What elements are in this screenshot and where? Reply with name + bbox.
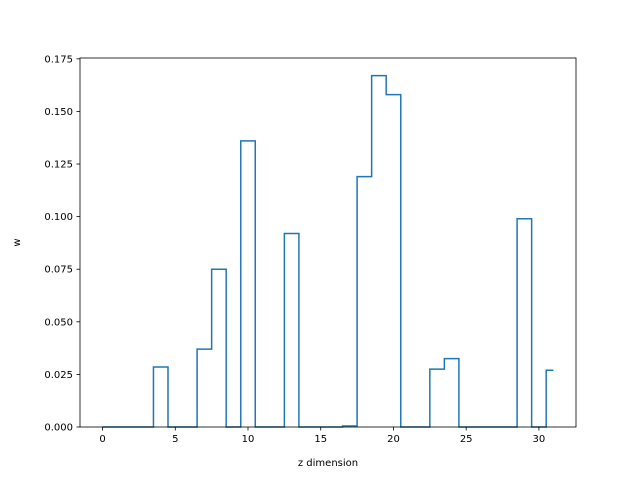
y-tick-label: 0.050 [44, 317, 73, 328]
y-tick-label: 0.175 [44, 54, 73, 65]
y-axis-ticks: 0.000 0.025 0.050 0.075 0.100 0.125 0.150 0.175 [44, 54, 80, 434]
x-tick-label: 25 [460, 434, 473, 445]
x-tick-label: 5 [172, 434, 178, 445]
y-tick-label: 0.150 [44, 107, 73, 118]
x-tick-label: 10 [242, 434, 255, 445]
y-tick-label: 0.075 [44, 265, 73, 276]
y-axis-label: w [12, 238, 23, 246]
axes-frame [79, 57, 577, 428]
x-axis-ticks: 0 5 10 15 20 25 30 [99, 427, 545, 445]
y-tick-label: 0.000 [44, 423, 73, 434]
x-tick-label: 15 [314, 434, 327, 445]
y-tick-label: 0.025 [44, 370, 73, 381]
y-tick-label: 0.100 [44, 212, 73, 223]
x-tick-label: 20 [387, 434, 400, 445]
x-tick-label: 0 [99, 434, 105, 445]
x-tick-label: 30 [533, 434, 546, 445]
y-tick-label: 0.125 [44, 160, 73, 171]
x-axis-label: z dimension [298, 458, 358, 469]
